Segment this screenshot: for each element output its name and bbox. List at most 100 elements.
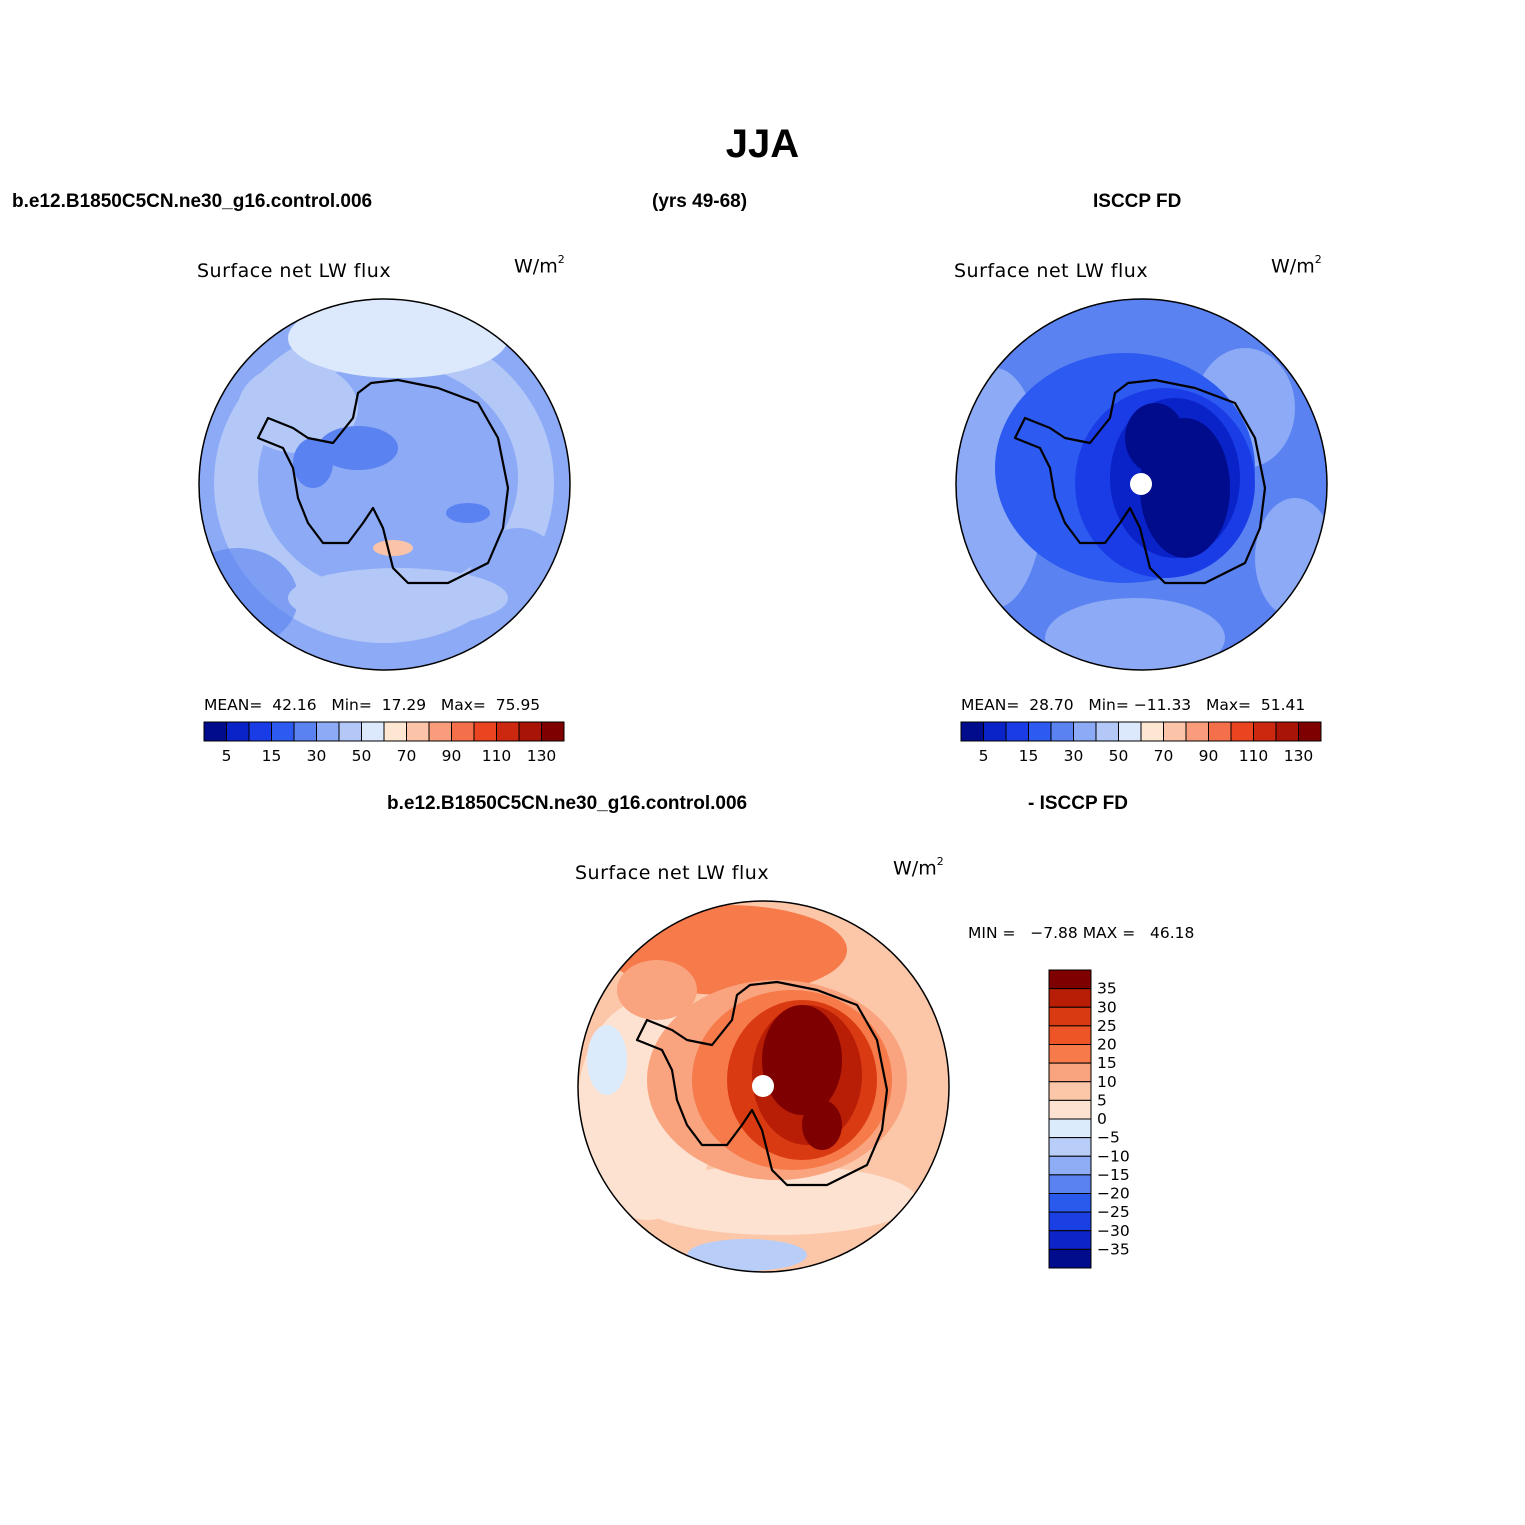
- diff-colorbar-box: [1048, 1118, 1092, 1139]
- obs-colorbar-box: [1028, 721, 1052, 742]
- obs-colorbar: 5 15 30 50 70 90 110 130: [960, 721, 1322, 765]
- main-title: JJA: [725, 122, 800, 166]
- model-colorbar-box: [226, 721, 250, 742]
- diff-colorbar-box: [1048, 1230, 1092, 1250]
- diff-colorbar-box: [1048, 1155, 1092, 1176]
- diff-colorbar-box: [1048, 1248, 1092, 1269]
- diff-panel-title: Surface net LW flux: [575, 862, 770, 884]
- model-colorbar: 5 15 30 50 70 90 110 130: [203, 721, 565, 765]
- model-colorbar-box: [451, 721, 475, 742]
- diff-colorbar-tick-label: −10: [1097, 1147, 1130, 1165]
- model-colorbar-tick-label: 15: [262, 747, 282, 765]
- diff-colorbar-tick-label: −35: [1097, 1240, 1130, 1258]
- obs-name-header: ISCCP FD: [1093, 191, 1182, 212]
- obs-colorbar-box: [1230, 721, 1254, 742]
- diff-colorbar-tick-label: 15: [1097, 1054, 1117, 1072]
- obs-colorbar-box: [960, 721, 984, 742]
- model-colorbar-box: [518, 721, 542, 742]
- model-polar-map: [198, 298, 571, 671]
- obs-colorbar-box: [1185, 721, 1209, 742]
- model-colorbar-box: [383, 721, 407, 742]
- diff-panel-unit: W/m2: [893, 855, 944, 880]
- diff-colorbar-box: [1048, 1137, 1092, 1157]
- obs-colorbar-box: [1163, 721, 1187, 742]
- obs-colorbar-box: [1298, 721, 1322, 742]
- obs-colorbar-box: [1253, 721, 1277, 742]
- diff-colorbar-box: [1048, 1174, 1092, 1194]
- model-stats: MEAN= 42.16 Min= 17.29 Max= 75.95: [204, 696, 541, 714]
- obs-polar-map: [955, 298, 1328, 671]
- model-colorbar-box: [271, 721, 295, 742]
- model-panel-unit: W/m2: [514, 253, 565, 278]
- model-colorbar-box: [338, 721, 362, 742]
- diff-colorbar-tick-label: −25: [1097, 1203, 1130, 1221]
- obs-colorbar-tick-label: 130: [1284, 747, 1314, 765]
- diff-colorbar-tick-label: 10: [1097, 1073, 1117, 1091]
- obs-colorbar-box: [1140, 721, 1164, 742]
- diff-colorbar-tick-label: −30: [1097, 1222, 1130, 1240]
- years-header: (yrs 49-68): [652, 191, 748, 212]
- model-colorbar-tick-label: 110: [482, 747, 512, 765]
- diff-case-header: b.e12.B1850C5CN.ne30_g16.control.006: [387, 793, 748, 814]
- obs-colorbar-tick-label: 5: [979, 747, 989, 765]
- obs-stats: MEAN= 28.70 Min= −11.33 Max= 51.41: [961, 696, 1306, 714]
- model-panel-title: Surface net LW flux: [197, 260, 392, 282]
- model-colorbar-tick-label: 90: [442, 747, 462, 765]
- diff-colorbar-tick-label: −15: [1097, 1166, 1130, 1184]
- case-name-header: b.e12.B1850C5CN.ne30_g16.control.006: [12, 191, 373, 212]
- model-colorbar-tick-label: 70: [397, 747, 417, 765]
- obs-colorbar-box: [983, 721, 1007, 742]
- obs-colorbar-tick-label: 30: [1064, 747, 1084, 765]
- model-colorbar-box: [203, 721, 227, 742]
- diff-colorbar-tick-label: −20: [1097, 1185, 1130, 1203]
- model-colorbar-box: [248, 721, 272, 742]
- obs-colorbar-box: [1073, 721, 1097, 742]
- model-colorbar-box: [541, 721, 565, 742]
- model-colorbar-tick-label: 50: [352, 747, 372, 765]
- diff-colorbar-box: [1048, 1044, 1092, 1064]
- diff-colorbar-box: [1048, 1211, 1092, 1232]
- model-colorbar-tick-label: 130: [527, 747, 557, 765]
- model-colorbar-box: [496, 721, 520, 742]
- obs-colorbar-tick-label: 15: [1019, 747, 1039, 765]
- diff-colorbar-tick-label: 5: [1097, 1091, 1107, 1109]
- diff-colorbar-tick-label: 30: [1097, 998, 1117, 1016]
- obs-panel-title: Surface net LW flux: [954, 260, 1149, 282]
- diff-colorbar-box: [1048, 969, 1092, 990]
- diff-stats: MIN = −7.88 MAX = 46.18: [968, 924, 1195, 942]
- diff-polar-map: [577, 900, 950, 1273]
- model-colorbar-tick-label: 5: [222, 747, 232, 765]
- diff-colorbar-box: [1048, 988, 1092, 1008]
- diff-colorbar-box: [1048, 1193, 1092, 1213]
- diff-colorbar-box: [1048, 1025, 1092, 1045]
- diff-colorbar-tick-label: 35: [1097, 980, 1117, 998]
- model-colorbar-box: [293, 721, 317, 742]
- obs-colorbar-tick-label: 50: [1109, 747, 1129, 765]
- diff-colorbar-tick-label: −5: [1097, 1129, 1120, 1147]
- obs-colorbar-box: [1275, 721, 1299, 742]
- obs-colorbar-tick-label: 90: [1199, 747, 1219, 765]
- diff-colorbar-box: [1048, 1099, 1092, 1120]
- model-colorbar-tick-label: 30: [307, 747, 327, 765]
- obs-panel-unit: W/m2: [1271, 253, 1322, 278]
- model-colorbar-box: [428, 721, 452, 742]
- diff-colorbar-tick-label: 20: [1097, 1036, 1117, 1054]
- model-colorbar-box: [473, 721, 497, 742]
- obs-colorbar-box: [1050, 721, 1074, 742]
- diff-colorbar-tick-label: 25: [1097, 1017, 1117, 1035]
- obs-colorbar-tick-label: 110: [1239, 747, 1269, 765]
- model-colorbar-box: [316, 721, 340, 742]
- model-colorbar-box: [406, 721, 430, 742]
- diff-colorbar-box: [1048, 1081, 1092, 1101]
- diff-colorbar-tick-label: 0: [1097, 1110, 1107, 1128]
- diff-obs-header: - ISCCP FD: [1028, 793, 1128, 814]
- obs-colorbar-box: [1005, 721, 1029, 742]
- obs-colorbar-box: [1095, 721, 1119, 742]
- model-colorbar-box: [361, 721, 385, 742]
- diff-colorbar-box: [1048, 1062, 1092, 1083]
- obs-colorbar-box: [1208, 721, 1232, 742]
- obs-colorbar-tick-label: 70: [1154, 747, 1174, 765]
- diff-colorbar-box: [1048, 1006, 1092, 1027]
- obs-colorbar-box: [1118, 721, 1142, 742]
